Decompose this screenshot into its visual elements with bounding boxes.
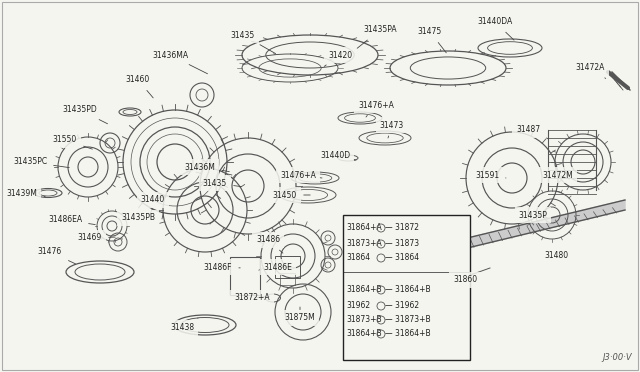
- Text: 31469: 31469: [78, 234, 115, 243]
- Text: 31486E: 31486E: [264, 263, 292, 272]
- Bar: [343, 215, 470, 360]
- Text: 31436M: 31436M: [184, 163, 229, 171]
- Text: 31440DA: 31440DA: [477, 17, 514, 40]
- Text: J3·00·V: J3·00·V: [602, 353, 632, 362]
- Text: 31440D: 31440D: [320, 151, 356, 160]
- Text: 31439M: 31439M: [6, 189, 45, 198]
- Text: 31476+A: 31476+A: [358, 100, 394, 117]
- Text: — 31864: — 31864: [385, 253, 419, 263]
- Text: 31476: 31476: [38, 247, 76, 264]
- Text: 31435P: 31435P: [518, 211, 547, 219]
- Text: 31864+A: 31864+A: [346, 224, 381, 232]
- Bar: [275, 256, 300, 278]
- Text: 31460: 31460: [126, 76, 153, 98]
- Text: 31435PD: 31435PD: [63, 106, 108, 124]
- Bar: [280, 273, 295, 285]
- Text: 31440: 31440: [141, 196, 165, 205]
- Text: 31480: 31480: [544, 250, 568, 260]
- Text: 31486EA: 31486EA: [48, 215, 95, 225]
- Text: 31591: 31591: [475, 170, 506, 180]
- Text: 31486: 31486: [256, 235, 283, 253]
- Text: — 31864+B: — 31864+B: [385, 285, 431, 295]
- Text: 31435: 31435: [231, 31, 276, 54]
- Text: 31875M: 31875M: [285, 307, 316, 323]
- Text: 31476+A: 31476+A: [280, 170, 322, 180]
- Text: 31864+B: 31864+B: [346, 285, 381, 295]
- Text: 31435PB: 31435PB: [121, 212, 163, 222]
- Text: 31872+A: 31872+A: [234, 294, 270, 302]
- Text: 31864: 31864: [346, 253, 370, 263]
- Text: 31486F: 31486F: [204, 263, 240, 272]
- Text: — 31873+B: — 31873+B: [385, 315, 431, 324]
- Text: 31873+A: 31873+A: [346, 240, 381, 248]
- Text: 31438: 31438: [170, 318, 198, 333]
- Text: 31472M: 31472M: [543, 170, 573, 180]
- Text: 31450: 31450: [273, 190, 310, 199]
- Text: — 31873: — 31873: [385, 240, 419, 248]
- Text: — 31872: — 31872: [385, 224, 419, 232]
- Text: — 31864+B: — 31864+B: [385, 330, 431, 339]
- Text: 31435PC: 31435PC: [13, 157, 69, 168]
- Text: 31472A: 31472A: [575, 64, 605, 78]
- Text: 31473: 31473: [380, 121, 404, 138]
- Bar: [230, 257, 260, 295]
- Text: 31962: 31962: [346, 301, 370, 311]
- Text: — 31962: — 31962: [385, 301, 419, 311]
- Polygon shape: [430, 200, 625, 257]
- Text: 31873+B: 31873+B: [346, 315, 381, 324]
- Text: 31435PA: 31435PA: [357, 26, 397, 48]
- Text: 31860: 31860: [453, 274, 477, 285]
- Text: 31435: 31435: [203, 179, 241, 187]
- Text: 31420: 31420: [324, 51, 352, 66]
- Text: 31475: 31475: [418, 28, 446, 53]
- Text: 31550: 31550: [53, 135, 92, 149]
- Text: 31436MA: 31436MA: [152, 51, 207, 74]
- Text: 31487: 31487: [516, 125, 548, 139]
- Text: 31864+B: 31864+B: [346, 330, 381, 339]
